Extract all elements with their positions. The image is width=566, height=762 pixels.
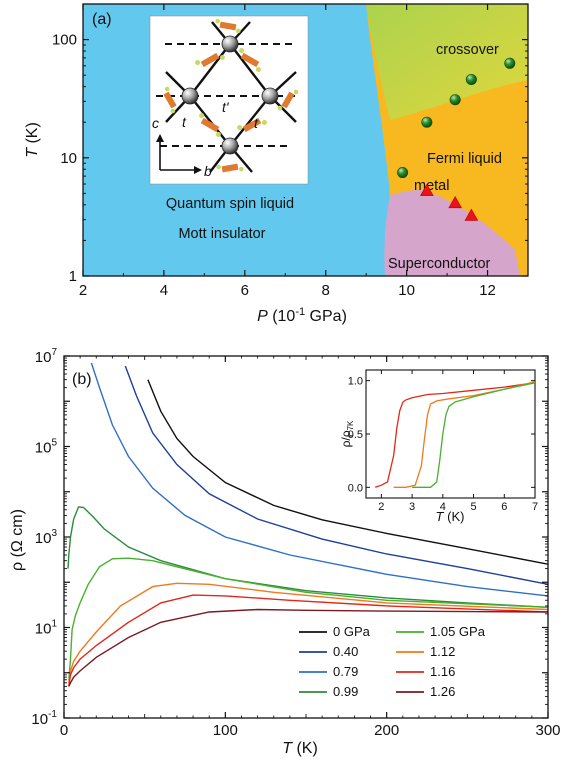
resistivity-curve: [147, 379, 548, 565]
molecule-clusters: [163, 18, 299, 173]
panel-a-x-tick-label: 6: [241, 282, 249, 299]
inset-x-tick-label: 5: [470, 501, 476, 513]
inset-x-tick-label: 2: [378, 501, 384, 513]
inset-axes: 2 3 4 5 6 7 0.0 0.5 1.0: [348, 370, 538, 513]
crystal-structure-inset: t t t' c b: [149, 15, 309, 185]
legend-label: 1.12: [430, 644, 455, 659]
resistivity-curve: [68, 608, 548, 687]
red-triangle-marker: [464, 208, 479, 221]
panel-b-x-tick-label: 300: [535, 722, 560, 739]
panel-b-y-tick-label: 105: [35, 438, 58, 457]
resistivity-curve: [68, 582, 548, 683]
panel-b-resistivity: 0 100 200 300 10-1 101 103 105 107 (b) T (K) ρ (…: [9, 347, 561, 757]
panel-b-xlabel: T (K): [282, 740, 318, 757]
panel-b-x-tick-label: 0: [60, 722, 68, 739]
inset-y-tick-label: 1.0: [348, 376, 363, 388]
inset-label-t-prime: t': [222, 99, 230, 115]
inset-y-tick-label: 0.5: [348, 429, 363, 441]
region-label-metal: metal: [414, 178, 449, 194]
inset-curve: [374, 382, 535, 488]
panel-b-y-tick-label: 107: [35, 347, 58, 366]
panel-a-data-markers: [397, 57, 516, 221]
legend-label: 1.16: [430, 664, 455, 679]
panel-a-y-tick-label: 10: [60, 150, 77, 167]
lattice-site: [261, 87, 279, 105]
inset-axis-c-label: c: [152, 115, 159, 131]
panel-a-frame: [82, 3, 529, 277]
region-label-crossover: crossover: [436, 42, 499, 58]
panel-b-y-tick-label: 10-1: [31, 709, 57, 728]
panel-b-x-tick-label: 100: [213, 722, 238, 739]
green-circle-marker: [421, 116, 433, 128]
legend-label: 0.40: [333, 644, 358, 659]
inset-axis-b-label: b: [204, 163, 212, 179]
panel-a-phase-diagram: t t t' c b (a) Quantum spin liquid Mott …: [24, 3, 529, 325]
lattice-site: [221, 35, 239, 53]
inset-label-t-right: t: [254, 115, 259, 131]
red-triangle-marker: [420, 183, 434, 196]
red-triangle-marker: [448, 195, 462, 209]
lattice-site: [221, 137, 239, 155]
panel-b-label: (b): [72, 371, 92, 388]
panel-b-inset: 2 3 4 5 6 7 0.0 0.5 1.0 T (K) ρ/ρ7K: [339, 369, 538, 524]
inset-frame: [365, 369, 536, 499]
panel-a-x-tick-label: 12: [479, 282, 496, 299]
inset-axes-arrows: [156, 134, 202, 174]
crossover-region: [366, 4, 528, 120]
region-label-mott: Mott insulator: [178, 226, 265, 242]
resistivity-curve: [124, 365, 548, 585]
lattice-site: [181, 87, 199, 105]
inset-curve: [412, 382, 535, 488]
panel-a-x-tick-label: 10: [398, 282, 415, 299]
panel-b-y-tick-label: 101: [35, 619, 58, 638]
panel-a-y-tick-label: 100: [52, 32, 77, 49]
region-label-spin-liquid: Quantum spin liquid: [166, 196, 294, 212]
resistivity-curve: [68, 557, 548, 680]
region-label-superconductor: Superconductor: [388, 256, 491, 272]
region-label-fermi: Fermi liquid: [427, 151, 502, 167]
panel-a-x-tick-label: 2: [79, 282, 87, 299]
resistivity-curve: [68, 594, 548, 687]
superconductor-region: [384, 189, 520, 276]
inset-x-tick-label: 4: [440, 501, 446, 513]
panel-a-label: (a): [92, 11, 112, 28]
panel-b-x-tick-label: 200: [374, 722, 399, 739]
inset-curves: [374, 381, 535, 488]
panel-a-ylabel: T (K): [24, 122, 41, 158]
green-circle-marker: [504, 57, 516, 69]
resistivity-curve: [67, 506, 548, 608]
legend-label: 1.26: [430, 684, 455, 699]
panel-a-x-tick-label: 8: [322, 282, 330, 299]
legend-label: 0.79: [333, 664, 358, 679]
resistivity-curve: [90, 362, 548, 597]
legend-label: 0.99: [333, 684, 358, 699]
panel-a-x-tick-label: 4: [160, 282, 168, 299]
inset-ylabel: ρ/ρ7K: [339, 420, 355, 447]
inset-label-t-left: t: [182, 114, 187, 130]
panel-a-axes: 2 4 6 8 10 12 1 10 100: [52, 3, 529, 299]
legend-label: 1.05 GPa: [430, 624, 486, 639]
inset-x-tick-label: 6: [501, 501, 507, 513]
green-circle-marker: [397, 167, 409, 179]
inset-xlabel: T (K): [436, 509, 465, 524]
inset-x-tick-label: 3: [409, 501, 415, 513]
panel-a-xlabel: P (10-1 GPa): [257, 306, 347, 325]
green-circle-marker: [449, 94, 461, 106]
inset-x-tick-label: 7: [532, 501, 538, 513]
inset-curve: [393, 381, 535, 488]
panel-a-y-tick-label: 1: [69, 268, 77, 285]
panel-b-axes: 0 100 200 300 10-1 101 103 105 107: [31, 347, 560, 739]
panel-b-curves: [67, 362, 548, 687]
green-circle-marker: [465, 73, 477, 85]
panel-b-y-tick-label: 103: [35, 528, 58, 547]
panel-b-legend: 0 GPa 0.40 0.79 0.99 1.05 GPa 1.12 1.16 1.26: [299, 624, 486, 699]
legend-label: 0 GPa: [333, 624, 371, 639]
inset-y-tick-label: 0.0: [348, 482, 363, 494]
panel-b-ylabel: ρ (Ω cm): [9, 509, 26, 571]
